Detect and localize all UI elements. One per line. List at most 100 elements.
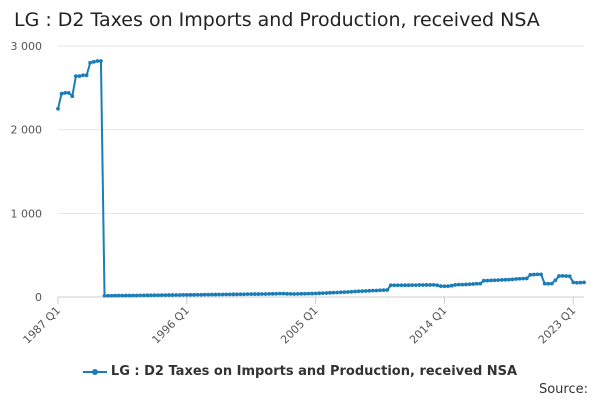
data-point[interactable] xyxy=(506,277,511,282)
data-point[interactable] xyxy=(281,291,286,296)
data-point[interactable] xyxy=(532,272,536,277)
data-point[interactable] xyxy=(127,293,132,298)
data-point[interactable] xyxy=(145,293,150,298)
data-point[interactable] xyxy=(217,292,221,297)
data-point[interactable] xyxy=(499,278,504,282)
data-point[interactable] xyxy=(378,288,382,293)
data-point[interactable] xyxy=(428,283,433,287)
data-point[interactable] xyxy=(113,293,118,298)
data-point[interactable] xyxy=(514,277,518,281)
data-point[interactable] xyxy=(292,292,297,296)
data-point[interactable] xyxy=(539,272,543,277)
data-point[interactable] xyxy=(396,283,400,288)
data-point[interactable] xyxy=(209,292,214,297)
data-point[interactable] xyxy=(66,90,71,95)
data-point[interactable] xyxy=(392,283,397,288)
data-point[interactable] xyxy=(542,281,547,286)
data-point[interactable] xyxy=(274,291,279,296)
data-point[interactable] xyxy=(438,284,443,289)
data-point[interactable] xyxy=(370,288,375,293)
data-point[interactable] xyxy=(489,278,493,283)
data-point[interactable] xyxy=(324,291,329,295)
data-point[interactable] xyxy=(471,282,475,286)
data-point[interactable] xyxy=(267,292,272,296)
legend[interactable]: LG : D2 Taxes on Imports and Production,… xyxy=(0,364,600,379)
data-point[interactable] xyxy=(582,280,586,285)
data-point[interactable] xyxy=(363,289,368,293)
data-point[interactable] xyxy=(213,292,218,297)
data-point[interactable] xyxy=(353,289,357,294)
data-point[interactable] xyxy=(388,283,393,288)
data-point[interactable] xyxy=(149,293,153,298)
data-point[interactable] xyxy=(399,283,404,288)
data-point[interactable] xyxy=(374,288,379,293)
data-point[interactable] xyxy=(574,280,579,285)
data-point[interactable] xyxy=(553,278,558,283)
data-point[interactable] xyxy=(485,278,490,283)
data-point[interactable] xyxy=(138,293,143,298)
data-point[interactable] xyxy=(467,282,472,287)
data-point[interactable] xyxy=(524,276,529,281)
data-point[interactable] xyxy=(449,283,454,288)
data-point[interactable] xyxy=(410,283,415,288)
data-point[interactable] xyxy=(446,284,450,289)
data-point[interactable] xyxy=(120,293,125,298)
data-point[interactable] xyxy=(163,293,168,298)
data-point[interactable] xyxy=(131,293,136,298)
data-point[interactable] xyxy=(345,290,350,294)
data-point[interactable] xyxy=(453,282,458,287)
data-point[interactable] xyxy=(170,293,175,297)
data-point[interactable] xyxy=(202,292,207,297)
data-point[interactable] xyxy=(188,292,193,297)
data-point[interactable] xyxy=(206,292,211,297)
data-point[interactable] xyxy=(317,291,322,296)
data-point[interactable] xyxy=(220,292,225,297)
data-point[interactable] xyxy=(285,291,289,296)
data-point[interactable] xyxy=(496,278,501,282)
data-point[interactable] xyxy=(63,90,68,95)
data-point[interactable] xyxy=(159,293,164,298)
data-point[interactable] xyxy=(177,293,182,297)
data-point[interactable] xyxy=(95,59,100,63)
data-point[interactable] xyxy=(342,290,347,295)
data-point[interactable] xyxy=(381,288,386,293)
data-point[interactable] xyxy=(238,292,243,297)
data-point[interactable] xyxy=(478,281,483,286)
data-point[interactable] xyxy=(102,293,107,298)
data-point[interactable] xyxy=(435,283,440,288)
data-point[interactable] xyxy=(528,272,533,277)
data-point[interactable] xyxy=(91,60,96,64)
data-point[interactable] xyxy=(460,282,465,287)
data-point[interactable] xyxy=(242,292,246,297)
data-point[interactable] xyxy=(184,293,189,297)
data-point[interactable] xyxy=(116,293,121,298)
data-point[interactable] xyxy=(84,73,89,78)
data-point[interactable] xyxy=(335,290,339,295)
data-point[interactable] xyxy=(517,276,522,281)
data-point[interactable] xyxy=(260,292,264,296)
data-point[interactable] xyxy=(521,276,526,281)
data-point[interactable] xyxy=(195,292,200,297)
data-point[interactable] xyxy=(99,59,103,63)
data-point[interactable] xyxy=(567,274,572,279)
data-point[interactable] xyxy=(320,291,325,296)
data-point[interactable] xyxy=(227,292,232,297)
data-point[interactable] xyxy=(231,292,236,297)
data-point[interactable] xyxy=(306,291,311,296)
data-point[interactable] xyxy=(199,292,204,297)
data-point[interactable] xyxy=(270,291,275,296)
data-point[interactable] xyxy=(313,291,318,296)
data-point[interactable] xyxy=(256,292,261,296)
data-point[interactable] xyxy=(156,293,161,298)
data-point[interactable] xyxy=(81,73,85,78)
data-point[interactable] xyxy=(252,292,257,296)
data-point[interactable] xyxy=(431,282,436,287)
data-point[interactable] xyxy=(349,289,354,294)
data-point[interactable] xyxy=(403,283,407,288)
data-point[interactable] xyxy=(535,272,540,277)
data-point[interactable] xyxy=(442,284,447,289)
data-point[interactable] xyxy=(245,292,250,297)
data-point[interactable] xyxy=(338,290,343,295)
data-point[interactable] xyxy=(277,291,282,296)
data-point[interactable] xyxy=(106,293,110,298)
